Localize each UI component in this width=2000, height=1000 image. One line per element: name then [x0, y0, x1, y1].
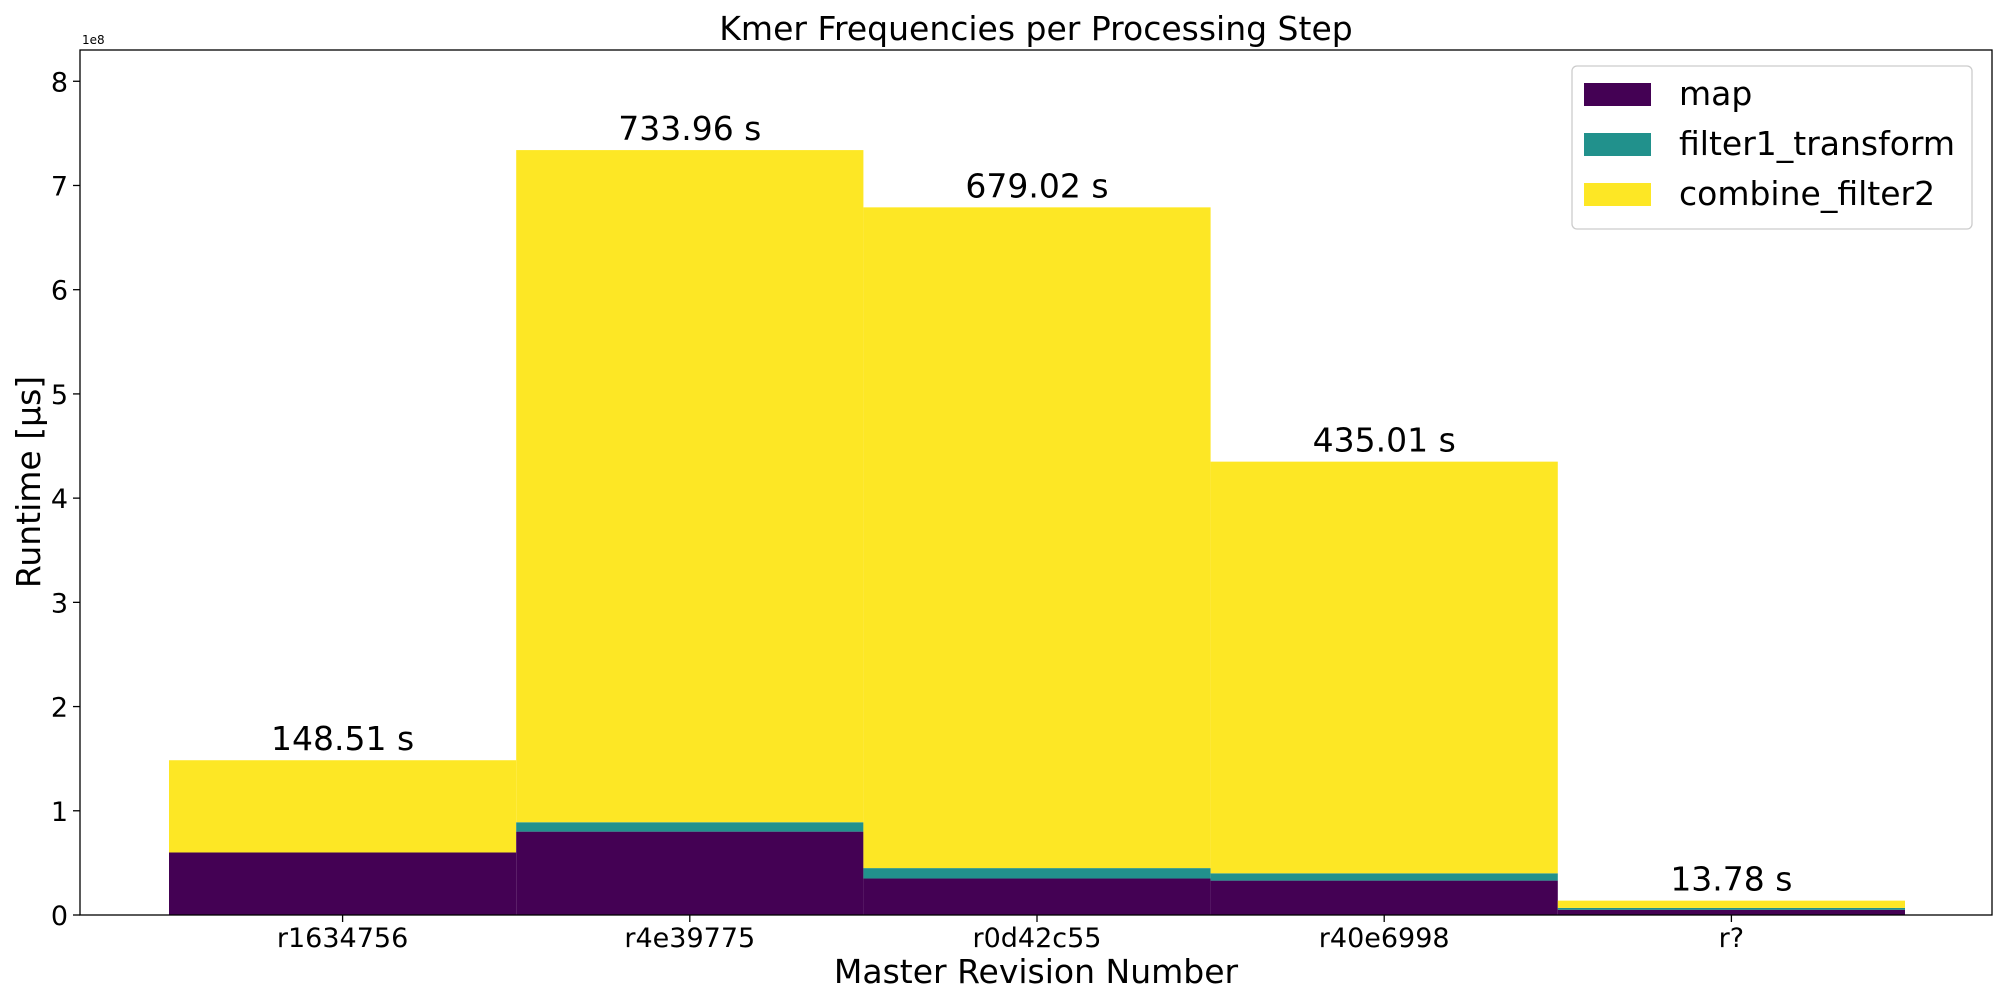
- bar-segment-map-r?: [1557, 909, 1905, 915]
- y-tick-label: 8: [51, 67, 68, 98]
- legend-label: filter1_transform: [1679, 124, 1955, 163]
- bar-segment-combine_filter2-r0d42c55: [863, 207, 1211, 869]
- bar-segment-filter1_transform-r40e6998: [1210, 873, 1558, 881]
- bars: [169, 150, 1905, 915]
- x-axis: r1634756 r4e39775 r0d42c55 r40e6998 r?: [277, 915, 1744, 954]
- x-tick-label: r?: [1719, 923, 1744, 954]
- bar-segment-filter1_transform-r0d42c55: [863, 868, 1211, 879]
- chart-title: Kmer Frequencies per Processing Step: [719, 9, 1352, 48]
- x-tick-label: r0d42c55: [973, 923, 1102, 954]
- bar-total-labels: 148.51 s 733.96 s 679.02 s 435.01 s 13.78 s: [271, 109, 1792, 899]
- x-axis-label: Master Revision Number: [834, 952, 1239, 991]
- x-tick-label: r1634756: [277, 923, 408, 954]
- y-tick-label: 7: [51, 171, 68, 202]
- y-tick-label: 4: [51, 484, 68, 515]
- x-tick-label: r4e39775: [624, 923, 755, 954]
- bar-segment-map-r4e39775: [516, 831, 864, 915]
- plot-frame: [79, 49, 1993, 916]
- y-axis-offset-label: 1e8: [82, 33, 105, 47]
- legend-swatch-combine_filter2: [1584, 183, 1651, 206]
- bar-total-label: 679.02 s: [965, 166, 1108, 205]
- bar-total-label: 148.51 s: [271, 719, 414, 758]
- y-tick-label: 3: [51, 588, 68, 619]
- legend-swatch-map: [1584, 83, 1651, 106]
- bar-segment-filter1_transform-r4e39775: [516, 822, 864, 832]
- y-tick-label: 2: [51, 693, 68, 724]
- y-axis-label: Runtime [µs]: [9, 376, 48, 588]
- bar-segment-combine_filter2-r1634756: [169, 760, 517, 853]
- bar-segment-combine_filter2-r4e39775: [516, 150, 864, 823]
- y-tick-label: 0: [51, 901, 68, 932]
- bar-segment-map-r40e6998: [1210, 880, 1558, 915]
- bar-segment-map-r0d42c55: [863, 878, 1211, 915]
- bar-total-label: 13.78 s: [1670, 860, 1792, 899]
- legend-box: [1571, 65, 1973, 230]
- bar-segment-combine_filter2-r?: [1557, 900, 1905, 908]
- bar-segment-filter1_transform-r?: [1557, 907, 1905, 910]
- y-tick-label: 6: [51, 276, 68, 307]
- legend-label: map: [1679, 74, 1752, 113]
- bar-segment-combine_filter2-r40e6998: [1210, 461, 1558, 874]
- bar-total-label: 733.96 s: [618, 109, 761, 148]
- bar-total-label: 435.01 s: [1313, 421, 1456, 460]
- legend: map filter1_transform combine_filter2: [1571, 65, 1973, 230]
- bar-segment-map-r1634756: [169, 852, 517, 915]
- y-tick-label: 1: [51, 797, 68, 828]
- legend-swatch-filter1_transform: [1584, 133, 1651, 156]
- y-axis: 0 1 2 3 4 5 6 7 8: [51, 67, 80, 932]
- x-tick-label: r40e6998: [1319, 923, 1450, 954]
- y-tick-label: 5: [51, 380, 68, 411]
- legend-label: combine_filter2: [1679, 174, 1935, 213]
